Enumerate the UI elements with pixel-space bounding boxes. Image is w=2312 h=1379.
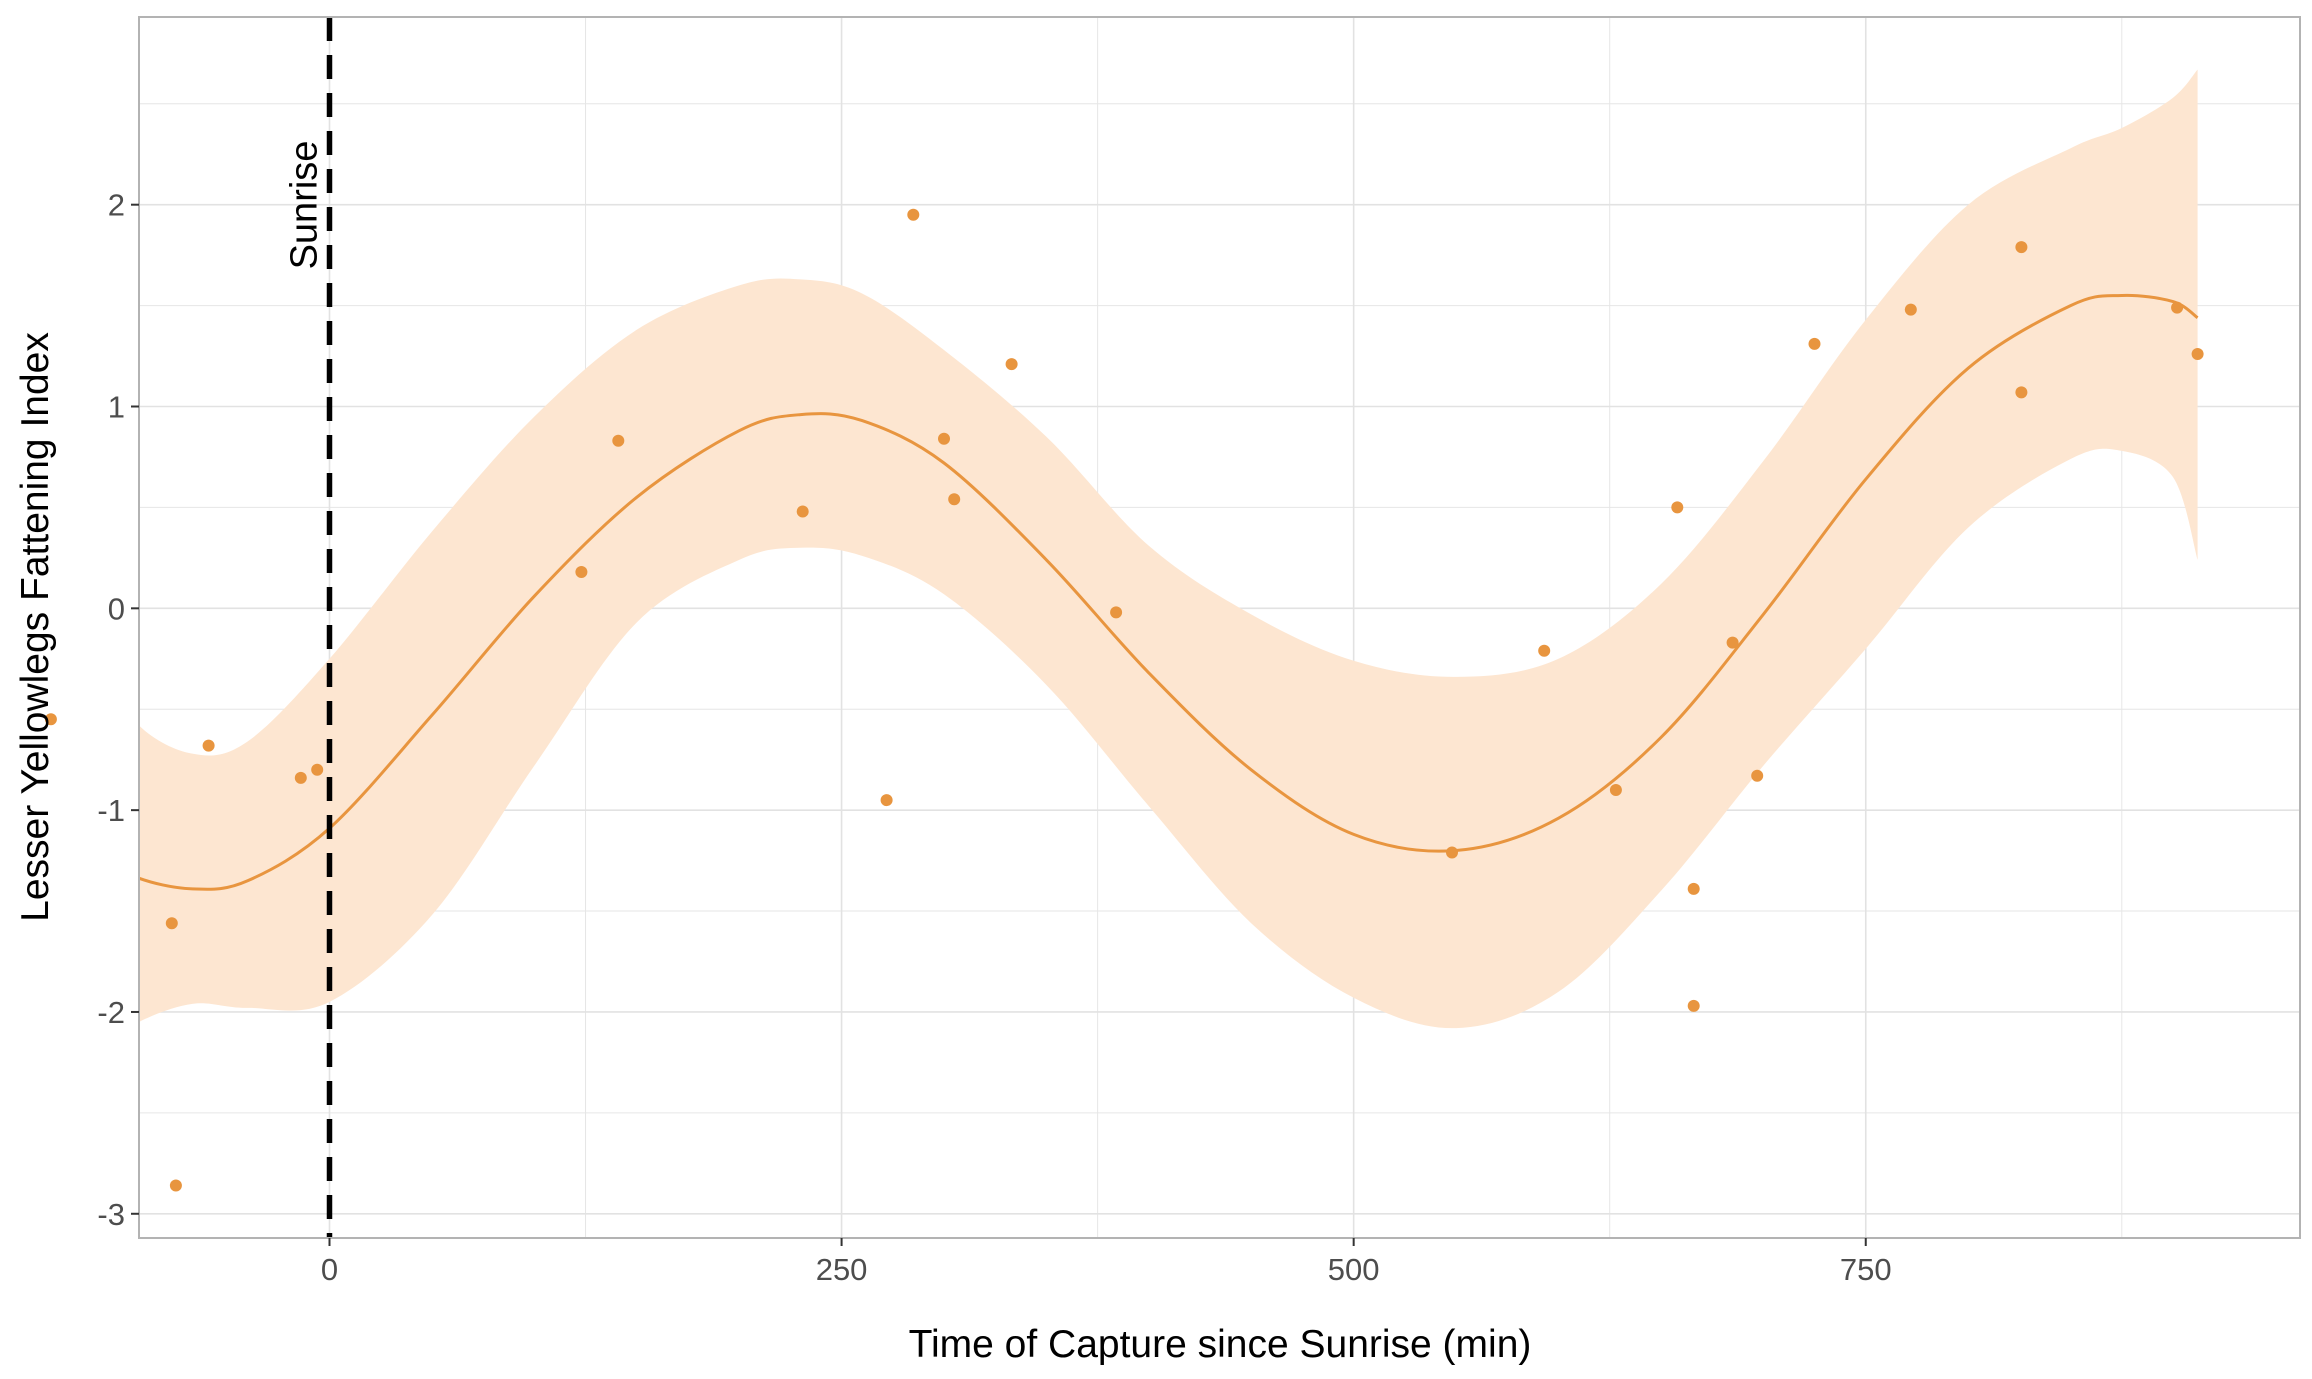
data-point bbox=[612, 434, 625, 447]
smooth-line-layer bbox=[139, 293, 2199, 891]
data-point bbox=[907, 208, 920, 221]
data-point bbox=[1005, 358, 1018, 371]
data-point bbox=[1751, 769, 1764, 782]
data-point bbox=[1538, 644, 1551, 657]
data-point bbox=[165, 917, 178, 930]
x-tick-label: 500 bbox=[1328, 1252, 1380, 1287]
data-points-layer bbox=[44, 208, 2204, 1192]
y-tick-label: 0 bbox=[108, 591, 125, 626]
data-point bbox=[938, 432, 950, 445]
data-point bbox=[294, 771, 307, 784]
x-axis-title: Time of Capture since Sunrise (min) bbox=[909, 1323, 1532, 1366]
data-point bbox=[1687, 999, 1700, 1012]
data-point bbox=[1609, 784, 1622, 796]
y-tick-label: -2 bbox=[97, 995, 125, 1030]
y-axis-ticks: -3 -2 -1 0 1 2 bbox=[97, 188, 139, 1232]
y-tick-label: -3 bbox=[97, 1197, 125, 1232]
data-point bbox=[1726, 636, 1739, 649]
data-point bbox=[2015, 241, 2028, 254]
data-point bbox=[575, 566, 588, 578]
confidence-ribbon bbox=[139, 69, 2198, 1029]
data-point bbox=[1808, 337, 1821, 350]
data-point bbox=[1687, 882, 1700, 895]
data-point bbox=[1110, 606, 1123, 619]
data-point bbox=[1446, 846, 1458, 859]
data-point bbox=[169, 1179, 182, 1192]
data-point bbox=[796, 505, 809, 518]
data-point bbox=[311, 763, 324, 776]
x-tick-label: 250 bbox=[816, 1252, 868, 1287]
sunrise-label: Sunrise bbox=[283, 141, 325, 270]
x-tick-label: 0 bbox=[321, 1252, 338, 1287]
data-point bbox=[1904, 303, 1917, 316]
data-point bbox=[202, 739, 215, 752]
y-axis-title: Lesser Yellowlegs Fattening Index bbox=[14, 332, 57, 922]
panel-border bbox=[138, 16, 2301, 1239]
x-tick-label: 750 bbox=[1840, 1252, 1892, 1287]
data-point bbox=[2015, 386, 2028, 399]
y-tick-label: 1 bbox=[108, 390, 125, 425]
sunrise-reference-layer: Sunrise bbox=[283, 17, 333, 1238]
data-point bbox=[880, 794, 893, 807]
data-point bbox=[948, 493, 961, 506]
data-point bbox=[2171, 301, 2184, 314]
data-point bbox=[44, 713, 57, 726]
y-tick-label: -1 bbox=[97, 793, 125, 828]
smooth-fit-line bbox=[139, 293, 2199, 891]
y-tick-label: 2 bbox=[108, 188, 125, 223]
data-point bbox=[1671, 501, 1684, 514]
confidence-ribbon-layer bbox=[139, 69, 2198, 1029]
x-axis-ticks: 0 250 500 750 bbox=[321, 1238, 1892, 1287]
data-point bbox=[2191, 348, 2204, 360]
